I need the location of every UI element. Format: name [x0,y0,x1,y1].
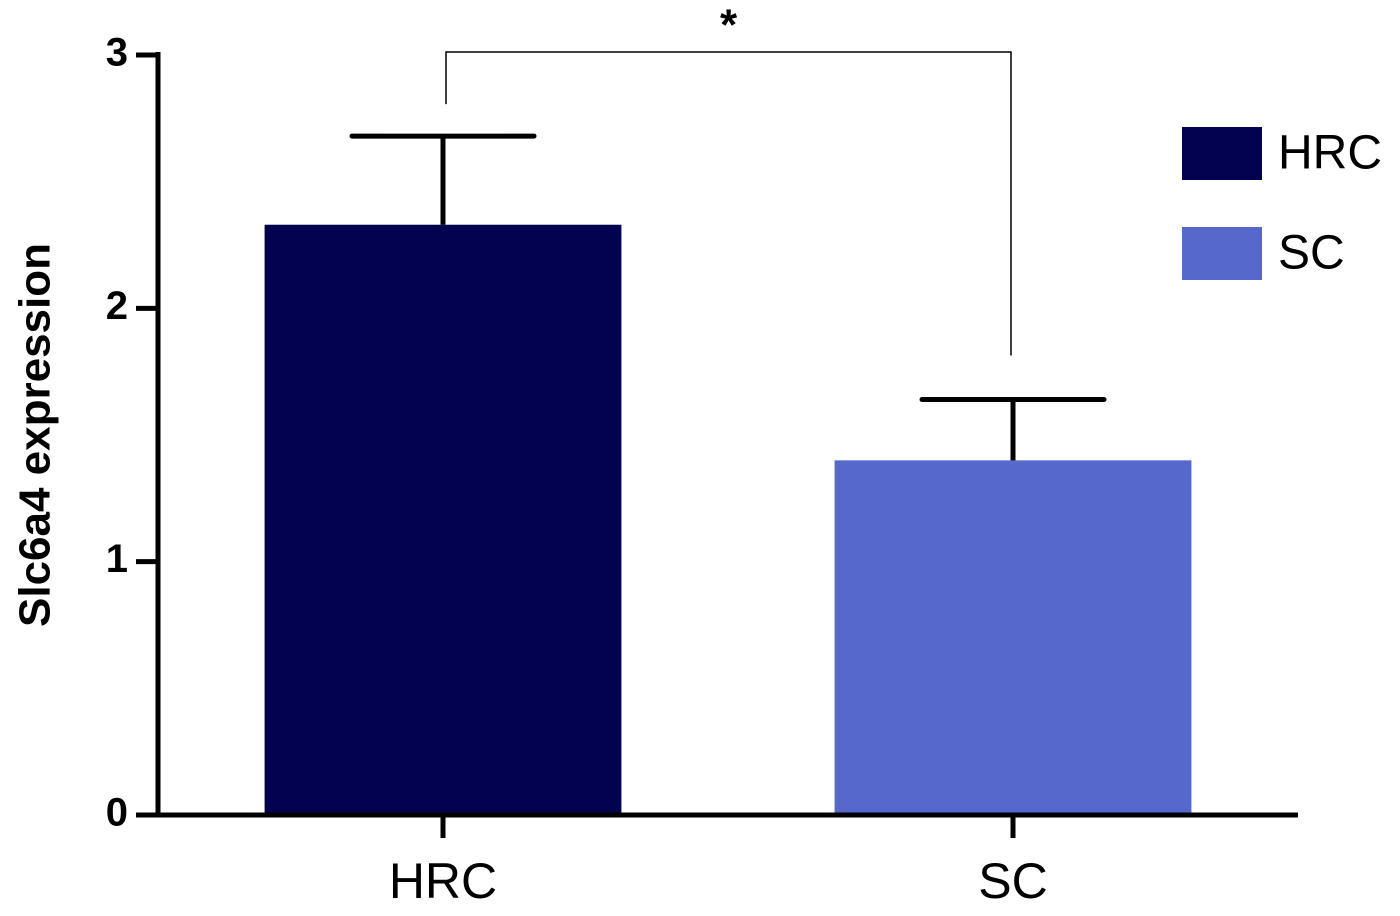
y-axis-label: Slc6a4 expression [11,243,60,627]
significance-bracket [445,51,1012,356]
bar [264,224,622,815]
y-tick-label: 2 [106,284,128,328]
legend-label: SC [1278,227,1345,280]
legend-swatch [1182,227,1262,280]
significance-label: * [720,1,738,50]
legend-swatch [1182,127,1262,180]
y-tick-label: 0 [106,791,128,835]
y-tick-label: 3 [106,31,128,75]
y-tick-label: 1 [106,537,128,581]
bar [834,460,1192,815]
x-tick-label: SC [978,853,1047,909]
x-tick-label: HRC [389,853,497,909]
legend-label: HRC [1278,127,1382,180]
